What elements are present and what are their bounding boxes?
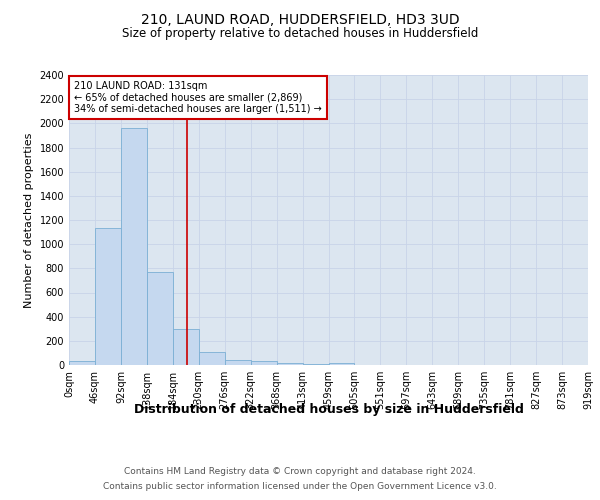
Bar — [199, 352, 224, 365]
Bar — [302, 364, 329, 365]
Bar — [173, 329, 199, 365]
Bar — [95, 228, 121, 365]
Y-axis label: Number of detached properties: Number of detached properties — [24, 132, 34, 308]
Bar — [329, 362, 355, 365]
Bar — [121, 128, 147, 365]
Text: Distribution of detached houses by size in Huddersfield: Distribution of detached houses by size … — [134, 402, 524, 415]
Bar — [277, 362, 302, 365]
Bar — [69, 362, 95, 365]
Text: 210, LAUND ROAD, HUDDERSFIELD, HD3 3UD: 210, LAUND ROAD, HUDDERSFIELD, HD3 3UD — [140, 12, 460, 26]
Text: Size of property relative to detached houses in Huddersfield: Size of property relative to detached ho… — [122, 28, 478, 40]
Text: 210 LAUND ROAD: 131sqm
← 65% of detached houses are smaller (2,869)
34% of semi-: 210 LAUND ROAD: 131sqm ← 65% of detached… — [74, 81, 322, 114]
Text: Contains public sector information licensed under the Open Government Licence v3: Contains public sector information licen… — [103, 482, 497, 491]
Bar — [147, 272, 173, 365]
Bar — [251, 362, 277, 365]
Text: Contains HM Land Registry data © Crown copyright and database right 2024.: Contains HM Land Registry data © Crown c… — [124, 467, 476, 476]
Bar — [225, 360, 251, 365]
